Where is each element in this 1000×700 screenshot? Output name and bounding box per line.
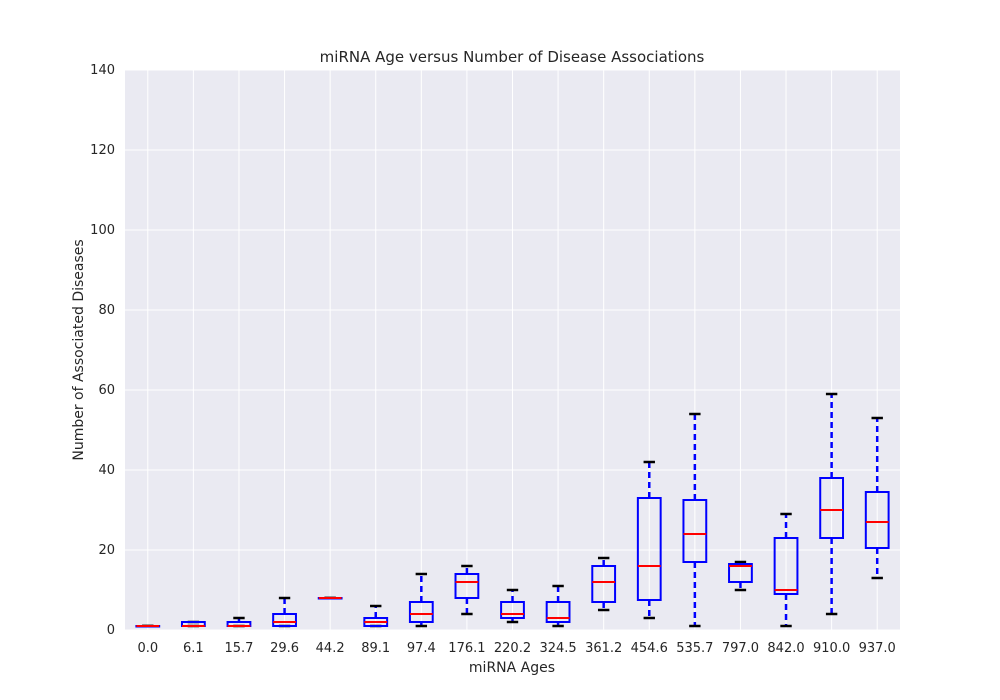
box-group <box>226 616 252 628</box>
box-group <box>272 596 297 628</box>
chart-title: miRNA Age versus Number of Disease Assoc… <box>320 48 705 66</box>
x-tick-label: 176.1 <box>448 641 485 656</box>
y-tick-label: 140 <box>90 63 115 78</box>
box-group <box>819 392 845 616</box>
x-tick-label: 797.0 <box>722 641 759 656</box>
box-iqr <box>591 565 617 603</box>
box-group <box>180 620 206 628</box>
y-tick-label: 80 <box>98 303 115 318</box>
y-tick-label: 0 <box>107 623 115 638</box>
box-iqr <box>819 477 845 539</box>
box-group <box>363 604 389 628</box>
x-tick-label: 324.5 <box>539 641 576 656</box>
x-tick-label: 15.7 <box>224 641 253 656</box>
x-tick-label: 842.0 <box>767 641 804 656</box>
box-group <box>773 512 799 628</box>
box-iqr <box>408 601 434 623</box>
y-axis-label: Number of Associated Diseases <box>71 239 87 460</box>
y-tick-label: 20 <box>98 543 115 558</box>
x-tick-label: 89.1 <box>361 641 390 656</box>
x-tick-label: 44.2 <box>316 641 345 656</box>
y-tick-label: 40 <box>98 463 115 478</box>
box-iqr <box>682 499 708 563</box>
box-iqr <box>454 573 480 599</box>
box-iqr <box>545 601 571 623</box>
box-group <box>408 572 434 628</box>
box-iqr <box>864 491 890 549</box>
box-group <box>591 556 617 612</box>
box-iqr <box>773 537 799 595</box>
box-iqr <box>500 601 525 619</box>
y-tick-label: 120 <box>90 143 115 158</box>
x-tick-label: 910.0 <box>813 641 850 656</box>
x-axis-ticks: 0.0 6.1 15.7 29.6 44.2 89.1 97.4 176.1 220.2 324.… <box>137 641 895 656</box>
y-tick-label: 100 <box>90 223 115 238</box>
x-tick-label: 361.2 <box>585 641 622 656</box>
box-group <box>545 584 571 628</box>
box-group <box>636 460 662 620</box>
x-tick-label: 29.6 <box>270 641 299 656</box>
grid-lines <box>125 69 900 631</box>
y-axis-ticks: 0 20 40 60 80 100 120 140 <box>90 63 115 638</box>
box-group <box>135 624 161 628</box>
box-iqr <box>272 613 297 627</box>
x-tick-label: 6.1 <box>183 641 204 656</box>
box-group <box>682 412 708 628</box>
box-group <box>728 560 753 592</box>
box-series <box>135 392 890 628</box>
x-tick-label: 0.0 <box>137 641 158 656</box>
x-tick-label: 535.7 <box>676 641 713 656</box>
box-group <box>454 564 480 616</box>
x-axis-label: miRNA Ages <box>469 660 555 676</box>
x-tick-label: 97.4 <box>407 641 436 656</box>
y-tick-label: 60 <box>98 383 115 398</box>
box-group <box>317 596 343 600</box>
x-tick-label: 220.2 <box>494 641 531 656</box>
x-tick-label: 937.0 <box>859 641 896 656</box>
box-group <box>500 588 525 624</box>
box-iqr <box>636 497 662 601</box>
box-group <box>864 416 890 580</box>
x-tick-label: 454.6 <box>631 641 668 656</box>
box-iqr <box>728 563 753 583</box>
